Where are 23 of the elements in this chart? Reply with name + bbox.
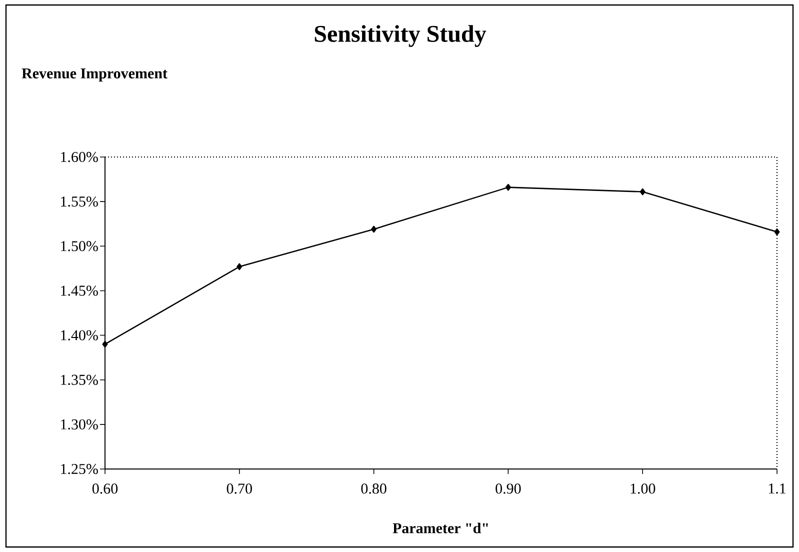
- x-tick-label: 0.60: [92, 484, 118, 494]
- text: Revenue Improvement: [22, 68, 168, 82]
- point: [102, 340, 108, 348]
- point: [505, 184, 511, 191]
- chart-title: Sensitivity Study: [314, 25, 486, 47]
- y-tick-label: 1.35%: [61, 374, 98, 385]
- x-axis-title: Parameter "d": [392, 522, 488, 534]
- y-tick-label: 1.50%: [61, 241, 98, 252]
- x-tick-label: 1.1: [768, 484, 786, 494]
- x-tick-label: 0.80: [361, 484, 386, 494]
- y-tick-label: 1.30%: [61, 419, 98, 430]
- x-tick-label: 1.00: [630, 484, 656, 494]
- y-tick-label: 1.25%: [61, 464, 98, 474]
- point: [371, 226, 377, 233]
- x-tick-label: 0.70: [226, 484, 252, 494]
- y-tick-label: 1.55%: [61, 196, 98, 207]
- point: [774, 228, 780, 236]
- point: [236, 263, 242, 270]
- y-tick-label: 1.60%: [61, 152, 98, 162]
- y-tick-label: 1.40%: [61, 330, 98, 340]
- x-tick-label: 0.90: [496, 484, 521, 494]
- y-tick-label: 1.45%: [61, 286, 98, 296]
- point: [640, 188, 646, 196]
